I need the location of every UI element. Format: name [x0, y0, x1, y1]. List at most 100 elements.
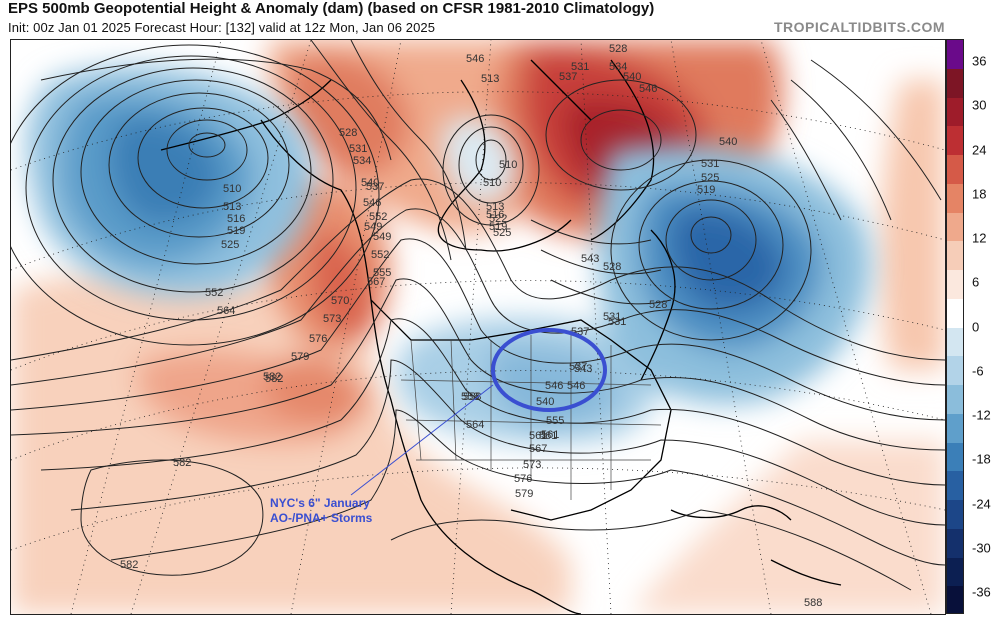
contour-label: 528	[603, 261, 621, 273]
anomaly-shading	[11, 40, 945, 614]
contour-label: 576	[514, 473, 532, 485]
contour-label: 531	[571, 61, 589, 73]
contour-label: 567	[529, 443, 547, 455]
colorbar-segment	[947, 442, 963, 472]
colorbar-segment	[947, 356, 963, 385]
contour-label: 546	[363, 197, 381, 209]
contour-label: 573	[523, 459, 541, 471]
contour-label: 528	[649, 299, 667, 311]
brand-watermark[interactable]: TROPICALTIDBITS.COM	[773, 19, 945, 35]
contour-label: 552	[369, 211, 387, 223]
contour-label: 528	[339, 127, 357, 139]
contour-label: 582	[173, 457, 191, 469]
contour-label: 519	[227, 225, 245, 237]
colorbar-tick-label: 36	[972, 53, 987, 69]
contour-label: 576	[309, 333, 327, 345]
contour-label: 579	[291, 351, 309, 363]
contour-label: 579	[515, 488, 533, 500]
contour-label: 561	[541, 429, 559, 441]
annotation-line-1: NYC's 6" January	[270, 496, 370, 510]
colorbar-segment	[947, 413, 963, 443]
colorbar-segment	[947, 500, 963, 529]
contour-label: 540	[719, 136, 737, 148]
graticule	[11, 40, 945, 614]
contour-label: 525	[221, 239, 239, 251]
contour-label: 561	[539, 430, 557, 442]
colorbar-tick-label: -18	[972, 451, 991, 467]
colorbar-segment	[947, 68, 963, 98]
colorbar-segment	[947, 557, 963, 587]
contour-label: 531	[349, 143, 367, 155]
contour-label: 540	[361, 177, 379, 189]
contour-label: 573	[323, 313, 341, 325]
contour-label: 555	[373, 267, 391, 279]
colorbar-tick-label: -24	[972, 496, 991, 511]
colorbar-segment	[947, 270, 963, 299]
map-canvas: 546 513 528 537 531 534 540 546 552 510 …	[11, 40, 945, 614]
trough-highlight-ring	[491, 328, 607, 412]
contour-label: 555	[546, 415, 564, 427]
contour-label: 546	[567, 380, 585, 392]
colorbar-tick-label: -30	[972, 540, 991, 556]
colorbar-segment	[947, 183, 963, 213]
contour-label: 549	[364, 221, 382, 233]
colorbar-segment	[947, 586, 963, 613]
subtropical-high-contour	[80, 459, 264, 576]
contour-label: 513	[486, 201, 504, 213]
contour-label: 531	[701, 158, 719, 170]
contour-label: 570	[331, 295, 349, 307]
contour-label: 549	[373, 231, 391, 243]
colorbar-tick-label: 18	[972, 186, 987, 202]
contour-label: 513	[481, 73, 499, 85]
contour-label: 516	[227, 213, 245, 225]
contour-label: 510	[499, 159, 517, 171]
contour-label: 531	[603, 311, 621, 323]
colorbar-tick-label: -36	[972, 584, 991, 600]
contour-label: 582	[265, 373, 283, 385]
contour-label: 546	[466, 53, 484, 65]
contour-label: 561	[529, 430, 547, 442]
contour-label: 510	[223, 183, 241, 195]
map-subtitle: Init: 00z Jan 01 2025 Forecast Hour: [13…	[8, 20, 436, 35]
contour-label: 525	[701, 172, 719, 184]
colorbar-tick-label: 30	[972, 97, 987, 113]
colorbar-tick-label: 12	[972, 230, 987, 246]
colorbar-segment	[947, 40, 963, 69]
annotation-label: NYC's 6" January AO-/PNA+ Storms	[270, 496, 372, 526]
contour-label: 567	[367, 276, 385, 288]
colorbar-segment	[947, 97, 963, 127]
contour-labels: 546 513 528 537 531 534 540 546 552 510 …	[120, 43, 822, 609]
contour-label: 564	[217, 305, 235, 317]
contour-label: 552	[205, 287, 223, 299]
contour-label: 510	[483, 177, 501, 189]
contour-label: 522	[489, 213, 507, 225]
height-contours	[11, 40, 945, 591]
colorbar-segment	[947, 155, 963, 184]
colorbar-tick-label: -6	[972, 363, 984, 379]
colorbar-tick-label: 0	[972, 319, 980, 334]
contour-label: 546	[639, 83, 657, 95]
colorbar-segment	[947, 212, 963, 242]
contour-label: 552	[371, 249, 389, 261]
colorbar-segment	[947, 471, 963, 500]
colorbar-segment	[947, 126, 963, 155]
contour-label: 546	[545, 380, 563, 392]
contour-label: 516	[486, 209, 504, 221]
colorbar-tick-label: 24	[972, 142, 987, 157]
contour-label: 528	[609, 43, 627, 55]
contour-label: 531	[608, 316, 626, 328]
annotation-leader-line	[350, 384, 494, 496]
anomaly-colorbar	[946, 39, 964, 614]
annotation-line-2: AO-/PNA+ Storms	[270, 511, 373, 525]
contour-label: 558	[463, 391, 481, 403]
map-panel: 546 513 528 537 531 534 540 546 552 510 …	[10, 39, 946, 615]
colorbar-segment	[947, 327, 963, 357]
map-title: EPS 500mb Geopotential Height & Anomaly …	[8, 0, 655, 17]
contour-label: 534	[609, 61, 627, 73]
contour-label: 543	[581, 253, 599, 265]
contour-label: 537	[559, 71, 577, 83]
colorbar-tick-label: -12	[972, 407, 991, 423]
contour-label: 564	[466, 419, 484, 431]
colorbar-segment	[947, 298, 963, 328]
annotation-overlay	[350, 328, 607, 496]
